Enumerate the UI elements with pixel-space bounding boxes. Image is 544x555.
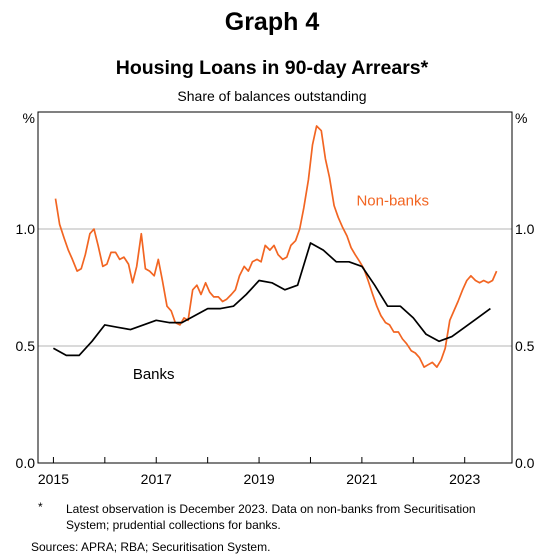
x-tick-label: 2015 <box>38 471 69 487</box>
footnote-text: Latest observation is December 2023. Dat… <box>66 502 476 532</box>
sources-text: Sources: APRA; RBA; Securitisation Syste… <box>31 540 271 554</box>
y-tick-label-right: 0.5 <box>515 338 535 354</box>
x-tick-label: 2019 <box>243 471 274 487</box>
footnote-marker: * <box>38 500 43 514</box>
non-banks-series-label: Non-banks <box>356 193 429 210</box>
x-tick-label: 2023 <box>449 471 480 487</box>
banks-series-label: Banks <box>133 366 175 383</box>
plot-frame <box>37 111 513 464</box>
y-unit-left: % <box>23 110 35 126</box>
chart-title: Housing Loans in 90-day Arrears* <box>115 57 429 79</box>
y-tick-label-left: 0.0 <box>16 455 36 471</box>
y-tick-label-right: 0.0 <box>515 455 535 471</box>
y-tick-label-right: 1.0 <box>515 221 535 237</box>
chart-subtitle: Share of balances outstanding <box>177 88 367 104</box>
graph-number: Graph 4 <box>224 8 320 36</box>
y-tick-label-left: 0.5 <box>16 338 36 354</box>
x-tick-label: 2021 <box>346 471 377 487</box>
y-tick-label-left: 1.0 <box>16 221 36 237</box>
banks-series-line <box>52 242 491 357</box>
x-tick-label: 2017 <box>141 471 172 487</box>
non-banks-series-line <box>54 125 498 368</box>
y-unit-right: % <box>515 110 527 126</box>
